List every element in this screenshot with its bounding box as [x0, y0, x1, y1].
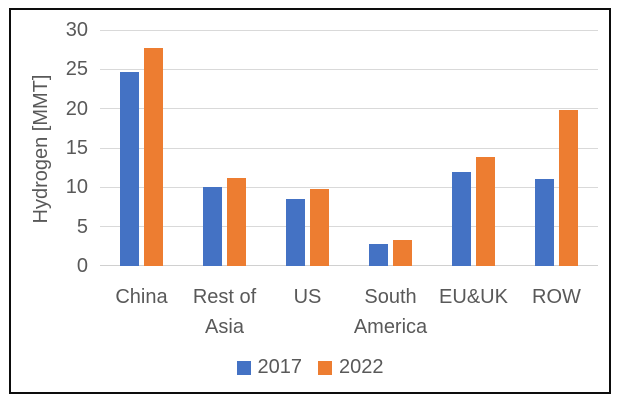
- plot-area: [100, 29, 598, 266]
- x-axis-label-south-america: South America: [353, 286, 428, 338]
- gridlines: [100, 29, 598, 266]
- bar-2022-us: [310, 188, 329, 266]
- bar-2022-south-america: [393, 240, 412, 266]
- x-axis-label-china: China: [115, 286, 168, 308]
- gridline: [100, 68, 598, 70]
- y-tick-label: 15: [65, 137, 88, 159]
- x-axis-label-us: US: [293, 286, 322, 308]
- bar-2022-rest-of-asia: [227, 177, 246, 266]
- legend-label: 2017: [257, 356, 303, 378]
- y-tick-label: 25: [65, 58, 88, 81]
- gridline: [100, 29, 598, 31]
- bar-2017-eu-uk: [452, 171, 471, 266]
- legend-item-2017: 2017: [236, 356, 303, 379]
- bar-2022-row: [559, 110, 578, 266]
- bar-2017-south-america: [369, 243, 388, 266]
- x-axis-label-eu-uk: EU&UK: [439, 286, 508, 308]
- y-tick-label: 20: [65, 97, 88, 120]
- y-tick-label: 0: [76, 255, 88, 277]
- legend-item-2022: 2022: [318, 356, 384, 379]
- x-axis-label-row: ROW: [532, 286, 581, 308]
- gridline: [100, 108, 598, 110]
- gridline: [100, 226, 598, 228]
- bar-2017-rest-of-asia: [203, 186, 222, 266]
- bar-2017-row: [535, 179, 554, 266]
- bar-2022-china: [144, 48, 163, 266]
- bar-2017-us: [286, 199, 305, 266]
- legend: 2017 2022: [0, 356, 620, 379]
- y-tick-label: 30: [65, 19, 88, 41]
- legend-swatch-icon: [236, 360, 251, 375]
- bar-2022-eu-uk: [476, 156, 495, 266]
- legend-label: 2022: [339, 356, 384, 378]
- gridline: [100, 147, 598, 149]
- legend-swatch-icon: [318, 360, 332, 375]
- bar-2017-china: [120, 72, 139, 266]
- y-tick-label: 5: [76, 215, 88, 238]
- y-tick-label: 10: [65, 176, 88, 199]
- gridline: [100, 186, 598, 188]
- x-axis-labels: China Rest of Asia US South America EU&UK ROW: [0, 282, 620, 346]
- x-axis-label-rest-of-asia: Rest of Asia: [192, 286, 257, 338]
- x-axis-line: [100, 265, 598, 266]
